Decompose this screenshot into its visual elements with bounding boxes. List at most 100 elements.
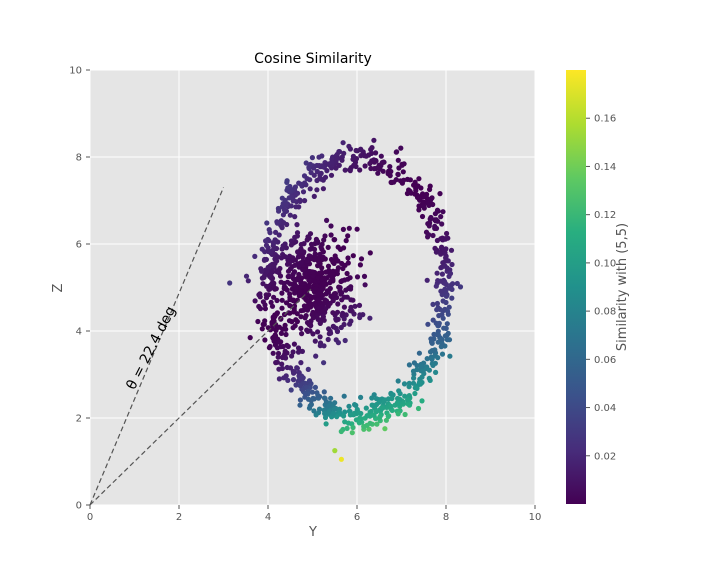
- scatter-point: [445, 308, 451, 314]
- scatter-point: [444, 321, 450, 327]
- x-axis-label: Y: [308, 525, 317, 540]
- scatter-point: [320, 314, 326, 320]
- scatter-point: [388, 168, 394, 175]
- scatter-point: [283, 245, 289, 251]
- scatter-point: [289, 353, 295, 359]
- scatter-point: [306, 378, 313, 384]
- scatter-point: [405, 397, 411, 403]
- scatter-point: [446, 304, 452, 310]
- scatter-point: [330, 298, 336, 304]
- scatter-point: [324, 168, 330, 174]
- scatter-point: [307, 177, 313, 183]
- scatter-point: [297, 402, 303, 408]
- scatter-point: [262, 272, 268, 278]
- scatter-point: [345, 255, 351, 261]
- scatter-point: [350, 297, 356, 303]
- scatter-point: [336, 162, 342, 168]
- scatter-point: [331, 324, 337, 330]
- scatter-point: [325, 244, 331, 250]
- scatter-point: [298, 181, 304, 187]
- scatter-point: [322, 410, 328, 417]
- scatter-point: [274, 359, 280, 365]
- scatter-point: [293, 286, 299, 292]
- scatter-point: [347, 412, 353, 418]
- scatter-point: [303, 303, 309, 309]
- scatter-point: [375, 165, 381, 171]
- scatter-point: [311, 257, 317, 263]
- scatter-point: [307, 246, 313, 252]
- scatter-point: [267, 327, 274, 333]
- scatter-point: [401, 161, 407, 167]
- scatter-point: [288, 387, 294, 393]
- y-tick-label: 0: [76, 501, 82, 512]
- scatter-point: [315, 263, 321, 269]
- scatter-point: [270, 269, 276, 275]
- scatter-point: [302, 284, 308, 291]
- scatter-point: [389, 395, 395, 402]
- colorbar-tick-label: 0.16: [594, 114, 616, 125]
- scatter-point: [338, 456, 344, 462]
- scatter-point: [445, 330, 451, 336]
- scatter-point: [442, 258, 448, 264]
- scatter-point: [306, 283, 312, 289]
- scatter-point: [439, 221, 445, 227]
- y-ticks: 0 2 4 6 8 10: [69, 66, 90, 512]
- scatter-point: [395, 400, 402, 406]
- scatter-point: [366, 152, 372, 158]
- scatter-point: [329, 293, 335, 299]
- angle-lines: [89, 187, 313, 506]
- scatter-point: [340, 310, 346, 316]
- scatter-point: [406, 380, 412, 386]
- scatter-point: [291, 305, 297, 311]
- scatter-point: [313, 412, 319, 418]
- scatter-point: [427, 216, 433, 222]
- scatter-point: [288, 242, 294, 248]
- scatter-point: [443, 289, 449, 295]
- scatter-point: [443, 299, 449, 306]
- scatter-point: [347, 275, 353, 281]
- scatter-point: [274, 345, 280, 351]
- scatter-point: [247, 335, 253, 341]
- scatter-point: [420, 191, 426, 197]
- scatter-point: [285, 343, 291, 350]
- scatter-point: [305, 328, 311, 334]
- scatter-point: [356, 410, 363, 416]
- x-tick-label: 6: [354, 512, 360, 523]
- scatter-point: [315, 291, 321, 298]
- scatter-point: [312, 384, 318, 390]
- scatter-point: [419, 374, 425, 380]
- scatter-point: [402, 393, 408, 399]
- scatter-point: [358, 394, 364, 400]
- scatter-point: [330, 259, 336, 265]
- scatter-point: [309, 155, 315, 161]
- scatter-point: [341, 150, 347, 156]
- scatter-point: [320, 256, 326, 262]
- scatter-point: [330, 268, 336, 274]
- scatter-point: [287, 310, 293, 316]
- scatter-point: [300, 267, 306, 273]
- scatter-point: [299, 275, 305, 281]
- scatter-point: [346, 285, 352, 291]
- scatter-point: [356, 302, 363, 308]
- scatter-point: [411, 375, 417, 381]
- scatter-point: [414, 194, 421, 200]
- x-tick-label: 8: [443, 512, 449, 523]
- scatter-point: [307, 161, 313, 167]
- scatter-point: [320, 292, 326, 298]
- scatter-point: [345, 233, 351, 239]
- scatter-point: [292, 214, 298, 220]
- scatter-point: [319, 164, 325, 170]
- scatter-point: [310, 269, 316, 275]
- colorbar-tick-label: 0.14: [594, 162, 616, 173]
- scatter-point: [430, 362, 436, 368]
- scatter-point: [347, 308, 353, 314]
- x-ticks: 0 2 4 6 8 10: [87, 505, 541, 523]
- scatter-point: [400, 169, 406, 175]
- scatter-point: [303, 313, 309, 319]
- scatter-point: [440, 308, 446, 314]
- scatter-point: [261, 257, 267, 263]
- scatter-point: [304, 298, 310, 304]
- scatter-point: [274, 297, 280, 304]
- scatter-point: [276, 208, 282, 214]
- scatter-point: [369, 395, 375, 401]
